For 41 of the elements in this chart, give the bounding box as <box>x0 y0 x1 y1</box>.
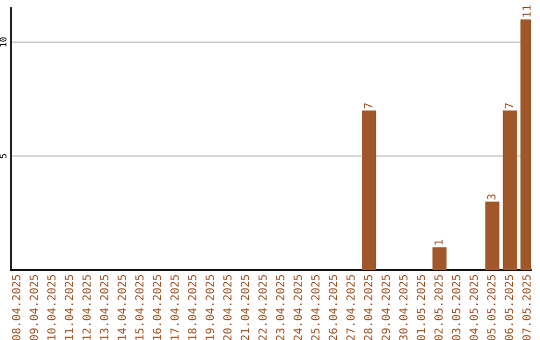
x-tick-label: 08.04.2025 <box>12 275 20 340</box>
x-tick-label: 07.05.2025 <box>522 275 531 340</box>
x-tick-label: 24.04.2025 <box>294 275 302 340</box>
x-tick-label: 16.04.2025 <box>152 275 162 340</box>
x-tick-label: 19.04.2025 <box>206 275 214 340</box>
x-tick-label: 11.04.2025 <box>64 275 74 340</box>
data-label: 7 <box>364 103 372 108</box>
y-tick-label: 5 <box>0 154 6 158</box>
x-tick-label: 05.05.2025 <box>487 275 496 340</box>
x-tick-label: 27.04.2025 <box>346 275 355 340</box>
x-tick-label: 10.04.2025 <box>47 275 56 340</box>
x-tick-label: 01.05.2025 <box>416 275 426 340</box>
x-tick-label: 23.04.2025 <box>276 275 284 340</box>
data-label: 7 <box>504 103 513 108</box>
x-tick-label: 13.04.2025 <box>100 275 108 340</box>
data-label: 3 <box>487 194 496 200</box>
x-tick-label: 20.04.2025 <box>223 275 232 340</box>
x-tick-label: 28.04.2025 <box>364 275 372 340</box>
x-tick-label: 14.04.2025 <box>118 275 126 340</box>
x-tick-label: 26.04.2025 <box>328 275 338 340</box>
x-tick-label: 17.04.2025 <box>170 275 179 340</box>
x-tick-label: 25.04.2025 <box>311 275 320 340</box>
bar <box>502 110 517 270</box>
x-tick-label: 30.04.2025 <box>399 275 408 340</box>
x-tick-label: 04.05.2025 <box>470 275 478 340</box>
x-tick-label: 09.04.2025 <box>30 275 38 340</box>
x-tick-label: 06.05.2025 <box>504 275 514 340</box>
x-tick-label: 21.04.2025 <box>240 275 250 340</box>
bar <box>362 110 376 270</box>
x-tick-label: 29.04.2025 <box>382 275 390 340</box>
data-label: 1 <box>434 240 443 244</box>
x-tick-label: 22.04.2025 <box>258 275 267 340</box>
x-tick-label: 03.05.2025 <box>452 275 460 340</box>
x-tick-label: 02.05.2025 <box>434 275 443 340</box>
y-tick-label: 10 <box>0 37 6 47</box>
x-tick-label: 12.04.2025 <box>82 275 91 340</box>
x-tick-label: 15.04.2025 <box>135 275 144 340</box>
bar <box>432 247 447 270</box>
x-tick-label: 18.04.2025 <box>188 275 196 340</box>
bar <box>485 202 500 270</box>
data-label: 11 <box>522 5 531 17</box>
